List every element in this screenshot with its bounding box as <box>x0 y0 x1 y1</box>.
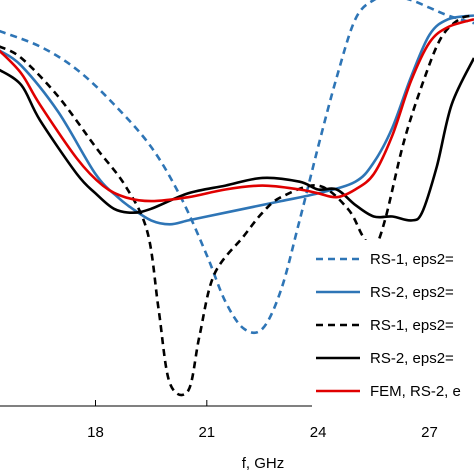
x-tick-label: 18 <box>87 424 104 441</box>
legend-label-4: RS-2, eps2= <box>370 350 454 367</box>
series-line-1 <box>0 0 474 335</box>
legend-label-5: FEM, RS-2, e <box>370 383 461 400</box>
legend-label-1: RS-1, eps2= <box>370 251 454 268</box>
series-line-2 <box>0 14 474 226</box>
legend-items: RS-1, eps2= RS-2, eps2= RS-1, eps2= RS-2, e… <box>316 251 461 400</box>
x-tick-label: 27 <box>421 424 438 441</box>
x-axis: 18 21 24 27 f, GHz <box>0 400 474 472</box>
legend-background <box>312 240 474 409</box>
legend-label-2: RS-2, eps2= <box>370 284 454 301</box>
series-line-5 <box>0 18 474 203</box>
x-tick-label: 24 <box>310 424 327 441</box>
x-axis-label: f, GHz <box>242 455 285 472</box>
legend: RS-1, eps2= RS-2, eps2= RS-1, eps2= RS-2, e… <box>312 240 474 409</box>
series-layer <box>0 0 474 397</box>
series-line-3 <box>0 14 474 397</box>
legend-label-3: RS-1, eps2= <box>370 317 454 334</box>
series-line-4 <box>0 57 474 222</box>
x-tick-label: 21 <box>198 424 215 441</box>
